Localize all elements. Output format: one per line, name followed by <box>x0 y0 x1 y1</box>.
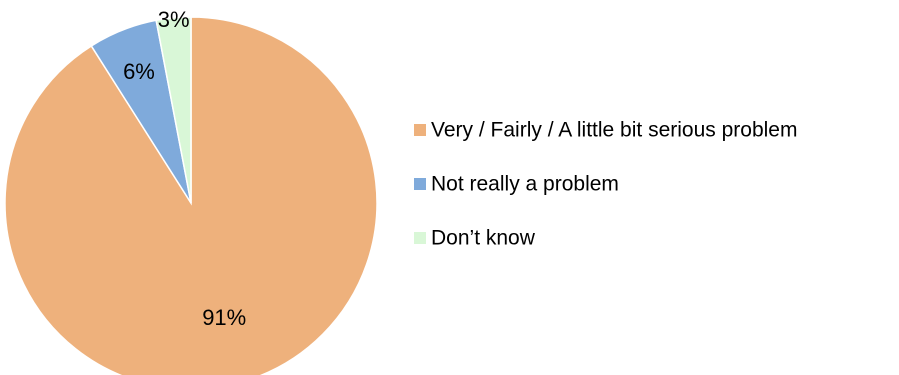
legend-swatch-not-really-a-problem <box>414 178 426 190</box>
legend-label-not-really-a-problem: Not really a problem <box>431 173 619 196</box>
data-label-not-really-a-problem: 6% <box>123 59 155 84</box>
legend-swatch-dont-know <box>414 232 426 244</box>
data-label-dont-know: 3% <box>158 7 190 32</box>
legend-label-very-fairly-a-little-bit-serious-problem: Very / Fairly / A little bit serious pro… <box>431 119 797 142</box>
data-label-very-fairly-a-little-bit-serious-problem: 91% <box>202 305 246 330</box>
pie-slice-dont-know <box>155 16 192 204</box>
pie-slices <box>4 16 378 375</box>
legend-label-dont-know: Don’t know <box>431 227 536 250</box>
pie-data-labels: 91% 6% 3% <box>123 7 246 330</box>
chart-legend: Very / Fairly / A little bit serious pro… <box>414 119 797 250</box>
legend-swatch-very-fairly-a-little-bit-serious-problem <box>414 124 426 136</box>
